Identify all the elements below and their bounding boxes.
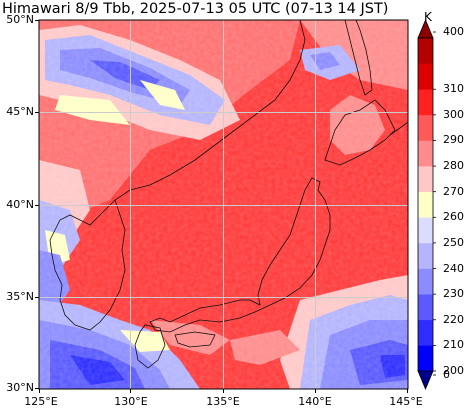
lon-tick-label: 145°E: [389, 395, 423, 408]
colorbar-segment: [418, 319, 433, 346]
colorbar-segment: [418, 166, 433, 192]
colorbar-segment: [418, 89, 433, 116]
colorbar-tick-label: 400: [443, 25, 464, 38]
lat-tick-label: 35°N: [6, 290, 34, 303]
colorbar-tick-label: 300: [443, 107, 464, 121]
colorbar-segment: [418, 268, 433, 295]
lon-tick-label: 125°E: [24, 395, 58, 408]
map-title: Himawari 8/9 Tbb, 2025-07-13 05 UTC (07-…: [2, 1, 389, 17]
colorbar-segment: [418, 294, 433, 321]
colorbar-min-extend: [417, 370, 434, 391]
colorbar-tick-label: 280: [443, 159, 464, 173]
colorbar-tick-label: 220: [443, 312, 464, 326]
colorbar-segment: [418, 140, 433, 167]
lon-tick-label: 135°E: [206, 395, 240, 408]
colorbar-segment: [418, 191, 433, 218]
gridlines: [39, 20, 408, 389]
temperature-field: [39, 20, 408, 389]
colorbar-tick-label: 290: [443, 133, 464, 147]
colorbar-tick-label: 260: [443, 210, 464, 224]
colorbar-frame: [417, 37, 434, 372]
colorbar-segment: [418, 114, 433, 141]
colorbar-segment: [418, 38, 433, 64]
colorbar-segment: [418, 242, 433, 269]
lat-tick-label: 30°N: [6, 381, 34, 394]
colorbar-tick-label: 240: [443, 261, 464, 275]
colorbar-unit-label: K: [424, 10, 432, 24]
axis-ticks: [35, 20, 408, 393]
colorbar-tick-label: 230: [443, 287, 464, 301]
lat-tick-label: 50°N: [6, 13, 34, 26]
lat-tick-label: 40°N: [6, 198, 34, 211]
lat-tick-label: 45°N: [6, 105, 34, 118]
colorbar-segment: [418, 63, 433, 90]
colorbar-tick-label: 0: [443, 368, 450, 381]
colorbar-tick-label: 310: [443, 82, 464, 96]
colorbar-tick-label: 250: [443, 235, 464, 249]
colorbar-tick-label: 270: [443, 184, 464, 198]
colorbar-segment: [418, 217, 433, 244]
colorbar: [417, 18, 436, 391]
lon-tick-label: 140°E: [298, 395, 332, 408]
colorbar-tick-label: 210: [443, 338, 464, 352]
colorbar-tick-label: 200: [443, 364, 464, 377]
coastlines: [49, 20, 408, 369]
colorbar-segment: [418, 345, 433, 372]
lon-tick-label: 130°E: [114, 395, 148, 408]
